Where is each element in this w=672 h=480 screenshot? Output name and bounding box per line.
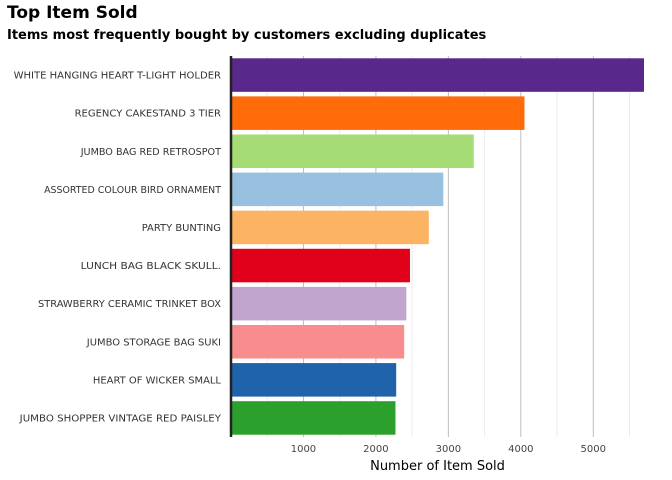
- category-label: LUNCH BAG BLACK SKULL.: [81, 261, 221, 272]
- category-label: JUMBO BAG RED RETROSPOT: [80, 147, 222, 158]
- bar: [231, 286, 407, 321]
- chart-subtitle: Items most frequently bought by customer…: [7, 28, 487, 43]
- bar: [231, 248, 410, 283]
- x-tick-label: 5000: [581, 444, 606, 455]
- x-tick-label: 3000: [436, 444, 461, 455]
- category-label: ASSORTED COLOUR BIRD ORNAMENT: [44, 185, 222, 196]
- bars: [231, 58, 644, 435]
- bar: [231, 363, 397, 397]
- category-label: REGENCY CAKESTAND 3 TIER: [75, 109, 221, 120]
- x-tick-label: 1000: [291, 444, 316, 455]
- category-label: HEART OF WICKER SMALL: [93, 375, 222, 386]
- category-label: PARTY BUNTING: [142, 223, 221, 234]
- category-label: JUMBO SHOPPER VINTAGE RED PAISLEY: [19, 413, 222, 424]
- x-tick-label: 4000: [508, 444, 533, 455]
- category-labels: WHITE HANGING HEART T-LIGHT HOLDER REGENC…: [14, 71, 222, 425]
- bar: [231, 401, 396, 435]
- x-tick-label: 2000: [363, 444, 388, 455]
- category-label: WHITE HANGING HEART T-LIGHT HOLDER: [14, 71, 221, 82]
- x-axis-title: Number of Item Sold: [370, 459, 505, 474]
- bar: [231, 96, 525, 130]
- chart-title: Top Item Sold: [7, 3, 138, 23]
- bar: [231, 58, 644, 92]
- category-label: STRAWBERRY CERAMIC TRINKET BOX: [38, 299, 221, 310]
- bar: [231, 134, 474, 169]
- bar: [231, 210, 429, 245]
- bar: [231, 172, 444, 207]
- category-label: JUMBO STORAGE BAG SUKI: [86, 337, 221, 348]
- tick-labels: 1000 2000 3000 4000 5000: [291, 444, 606, 455]
- bar: [231, 324, 405, 359]
